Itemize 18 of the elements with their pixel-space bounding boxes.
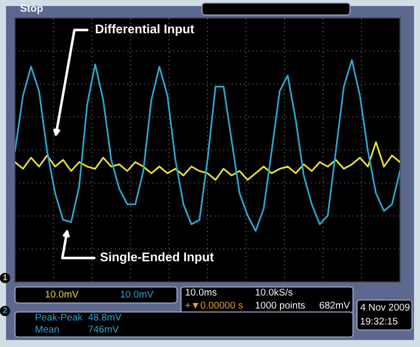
text: 48.8mV [88, 314, 122, 321]
text: 19:32:15 [360, 318, 398, 325]
text: 10.0mV [46, 290, 78, 298]
annotation: Single-Ended Input [100, 252, 214, 264]
text: Mean [36, 326, 59, 333]
text: 1 [3, 274, 8, 280]
text: +▼0.00000 s [185, 302, 243, 309]
text: 1000 points [256, 301, 305, 311]
text: Peak-Peak [36, 313, 83, 321]
text: 4 Nov 2009 [360, 304, 410, 311]
text: Stop [20, 4, 43, 14]
text: 2 [2, 307, 7, 314]
text: 10.0kS/s [256, 288, 292, 296]
text: 682mV [320, 302, 350, 309]
text: 10.0ms [186, 288, 217, 296]
text: Differential Input [96, 24, 194, 36]
text: 10.0mV [120, 290, 154, 298]
text: 746mV [88, 326, 119, 333]
